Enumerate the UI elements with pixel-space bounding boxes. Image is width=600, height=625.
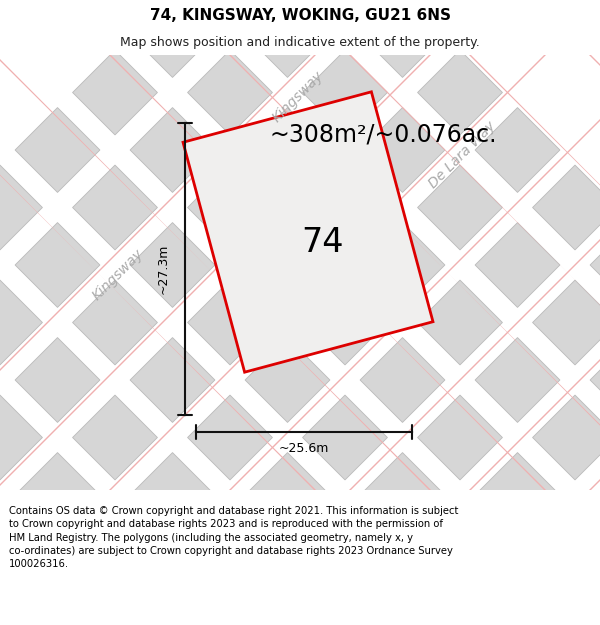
Polygon shape (360, 222, 445, 308)
Polygon shape (533, 280, 600, 365)
Polygon shape (245, 222, 330, 308)
Polygon shape (302, 50, 388, 135)
Polygon shape (475, 452, 560, 538)
Polygon shape (590, 338, 600, 422)
Text: Map shows position and indicative extent of the property.: Map shows position and indicative extent… (120, 36, 480, 49)
Polygon shape (73, 165, 157, 250)
Polygon shape (245, 107, 330, 192)
Polygon shape (130, 222, 215, 308)
Polygon shape (245, 338, 330, 422)
Polygon shape (15, 452, 100, 538)
Polygon shape (418, 165, 502, 250)
Text: 74, KINGSWAY, WOKING, GU21 6NS: 74, KINGSWAY, WOKING, GU21 6NS (149, 8, 451, 23)
Polygon shape (0, 165, 43, 250)
Polygon shape (360, 452, 445, 538)
Polygon shape (208, 55, 600, 490)
Polygon shape (0, 55, 316, 490)
Polygon shape (109, 55, 546, 490)
Polygon shape (188, 165, 272, 250)
Polygon shape (88, 55, 568, 490)
Polygon shape (568, 55, 600, 490)
Polygon shape (0, 55, 431, 490)
Text: Kingsway: Kingsway (270, 69, 326, 125)
Polygon shape (229, 55, 600, 490)
Text: Contains OS data © Crown copyright and database right 2021. This information is : Contains OS data © Crown copyright and d… (9, 506, 458, 569)
Polygon shape (245, 0, 330, 78)
Polygon shape (208, 55, 600, 490)
Polygon shape (188, 50, 272, 135)
Polygon shape (0, 55, 337, 490)
Text: De Lara Way: De Lara Way (426, 119, 498, 191)
Polygon shape (360, 107, 445, 192)
Polygon shape (589, 55, 600, 490)
Polygon shape (302, 0, 388, 20)
Polygon shape (328, 55, 600, 490)
Polygon shape (360, 338, 445, 422)
Polygon shape (418, 280, 502, 365)
Polygon shape (302, 510, 388, 595)
Polygon shape (418, 395, 502, 480)
Polygon shape (109, 55, 546, 490)
Text: ~25.6m: ~25.6m (279, 441, 329, 454)
Polygon shape (130, 107, 215, 192)
Polygon shape (360, 0, 445, 78)
Polygon shape (229, 55, 600, 490)
Polygon shape (0, 55, 316, 490)
Polygon shape (15, 107, 100, 192)
Polygon shape (418, 510, 502, 595)
Polygon shape (349, 55, 600, 490)
Polygon shape (130, 338, 215, 422)
Polygon shape (15, 222, 100, 308)
Polygon shape (188, 280, 272, 365)
Polygon shape (245, 452, 330, 538)
Polygon shape (349, 55, 600, 490)
Polygon shape (418, 50, 502, 135)
Polygon shape (302, 165, 388, 250)
Text: ~308m²/~0.076ac.: ~308m²/~0.076ac. (270, 123, 497, 147)
Polygon shape (590, 222, 600, 308)
Polygon shape (183, 92, 433, 372)
Polygon shape (73, 50, 157, 135)
Text: ~27.3m: ~27.3m (157, 244, 170, 294)
Polygon shape (469, 55, 600, 490)
Polygon shape (130, 0, 215, 78)
Polygon shape (73, 510, 157, 595)
Polygon shape (475, 222, 560, 308)
Polygon shape (188, 510, 272, 595)
Polygon shape (475, 107, 560, 192)
Polygon shape (0, 395, 43, 480)
Polygon shape (73, 280, 157, 365)
Polygon shape (568, 55, 600, 490)
Polygon shape (0, 55, 452, 490)
Polygon shape (328, 55, 600, 490)
Polygon shape (302, 395, 388, 480)
Polygon shape (469, 55, 600, 490)
Polygon shape (302, 280, 388, 365)
Polygon shape (475, 338, 560, 422)
Polygon shape (188, 395, 272, 480)
Polygon shape (15, 338, 100, 422)
Polygon shape (0, 55, 452, 490)
Polygon shape (533, 165, 600, 250)
Polygon shape (130, 452, 215, 538)
Polygon shape (188, 0, 272, 20)
Text: 74: 74 (302, 226, 344, 259)
Polygon shape (448, 55, 600, 490)
Polygon shape (533, 395, 600, 480)
Polygon shape (0, 280, 43, 365)
Polygon shape (73, 395, 157, 480)
Polygon shape (88, 55, 568, 490)
Polygon shape (448, 55, 600, 490)
Text: Kingsway: Kingsway (90, 247, 146, 303)
Polygon shape (589, 55, 600, 490)
Polygon shape (0, 55, 431, 490)
Polygon shape (0, 55, 337, 490)
